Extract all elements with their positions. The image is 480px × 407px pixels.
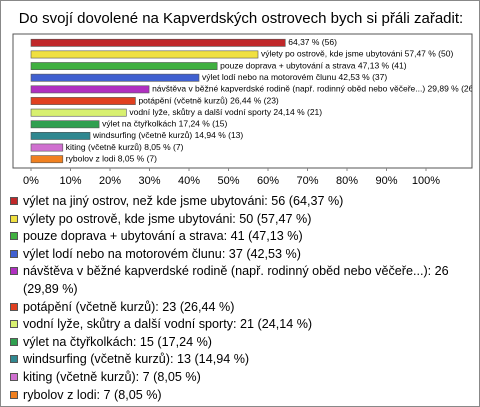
- bar-group: 64,37 % (56) výlety po ostrově, kde jsme …: [30, 37, 476, 164]
- x-tick-label: 80%: [336, 175, 358, 187]
- legend-item: výlet lodí nebo na motorovém člunu: 37 (…: [9, 246, 471, 264]
- bar: [30, 143, 64, 152]
- legend-label: kiting (včetně kurzů): 7 (8,05 %): [23, 369, 201, 384]
- x-tick-label: 90%: [375, 175, 397, 187]
- x-tick-label: 60%: [257, 175, 279, 187]
- legend-item: kiting (včetně kurzů): 7 (8,05 %): [9, 369, 471, 387]
- bar: [30, 38, 286, 47]
- bar-label: výlet lodí nebo na motorovém člunu 42,53…: [202, 72, 387, 82]
- x-tick-label: 40%: [178, 175, 200, 187]
- bar-label: výlety po ostrově, kde jsme ubytováni 57…: [261, 49, 453, 59]
- bar-label: rybolov z lodi 8,05 % (7): [66, 153, 157, 163]
- x-tick-label: 0%: [23, 175, 39, 187]
- legend-label: pouze doprava + ubytování a strava: 41 (…: [23, 229, 303, 244]
- bar-label: potápění (včetně kurzů) 26,44 % (23): [138, 95, 278, 105]
- bar: [30, 108, 127, 117]
- legend-label: potápění (včetně kurzů): 23 (26,44 %): [23, 299, 235, 314]
- bar-label: návštěva v běžné kapverdské rodině (např…: [152, 84, 476, 94]
- legend-swatch: [10, 249, 18, 258]
- legend-item: windsurfing (včetně kurzů): 13 (14,94 %): [9, 351, 471, 369]
- bar: [30, 62, 218, 70]
- bar: [30, 132, 91, 140]
- legend-item: výlet na čtyřkolkách: 15 (17,24 %): [9, 334, 471, 352]
- legend-label: výlet na jiný ostrov, než kde jsme ubyto…: [23, 194, 344, 208]
- legend: výlet na jiný ostrov, než kde jsme ubyto…: [9, 193, 471, 404]
- legend-item: rybolov z lodi: 7 (8,05 %): [9, 387, 471, 405]
- legend-swatch: [10, 302, 18, 311]
- bar: [30, 120, 100, 129]
- x-tick-label: 20%: [99, 175, 121, 187]
- x-tick-label: 70%: [296, 175, 318, 187]
- legend-label: windsurfing (včetně kurzů): 13 (14,94 %): [23, 352, 250, 367]
- legend-swatch: [10, 214, 18, 223]
- legend-label: návštěva v běžné kapverdské rodině (např…: [23, 264, 449, 296]
- legend-swatch: [10, 267, 18, 276]
- legend-label: rybolov z lodi: 7 (8,05 %): [23, 387, 162, 402]
- x-tick-label: 10%: [59, 175, 81, 187]
- bar-label: pouze doprava + ubytování a strava 47,13…: [220, 60, 407, 70]
- bar: [30, 155, 64, 164]
- bar: [30, 73, 200, 82]
- chart-title: Do svojí dovolené na Kapverdských ostrov…: [19, 10, 463, 27]
- bar-label: kiting (včetně kurzů) 8,05 % (7): [66, 142, 184, 152]
- bar-label: vodní lyže, skůtry a další vodní sporty …: [129, 107, 322, 117]
- bar-label: 64,37 % (56): [288, 37, 337, 47]
- legend-swatch: [10, 390, 18, 399]
- legend-item: pouze doprava + ubytování a strava: 41 (…: [9, 228, 471, 246]
- chart: Do svojí dovolené na Kapverdských ostrov…: [12, 10, 476, 187]
- legend-swatch: [10, 320, 18, 329]
- bar-label: windsurfing (včetně kurzů) 14,94 % (13): [92, 130, 243, 140]
- legend-label: výlet na čtyřkolkách: 15 (17,24 %): [23, 334, 212, 349]
- legend-item: vodní lyže, skůtry a další vodní sporty:…: [9, 316, 471, 334]
- legend-item: výlet na jiný ostrov, než kde jsme ubyto…: [9, 193, 471, 211]
- bar: [30, 85, 150, 94]
- legend-label: vodní lyže, skůtry a další vodní sporty:…: [23, 317, 313, 332]
- bar-label: výlet na čtyřkolkách 17,24 % (15): [102, 119, 227, 129]
- legend-swatch: [10, 197, 18, 205]
- x-tick-label: 30%: [138, 175, 160, 187]
- bar: [30, 97, 136, 105]
- legend-swatch: [10, 337, 18, 346]
- bar: [30, 50, 259, 59]
- x-tick-label: 100%: [412, 175, 440, 187]
- legend-label: výlety po ostrově, kde jsme ubytováni: 5…: [23, 211, 312, 226]
- legend-swatch: [10, 355, 18, 364]
- legend-swatch: [10, 232, 18, 241]
- legend-item: návštěva v běžné kapverdské rodině (např…: [9, 263, 471, 298]
- legend-item: výlety po ostrově, kde jsme ubytováni: 5…: [9, 211, 471, 229]
- legend-label: výlet lodí nebo na motorovém člunu: 37 (…: [23, 246, 301, 261]
- legend-swatch: [10, 372, 18, 381]
- legend-item: potápění (včetně kurzů): 23 (26,44 %): [9, 299, 471, 317]
- x-tick-label: 50%: [217, 175, 239, 187]
